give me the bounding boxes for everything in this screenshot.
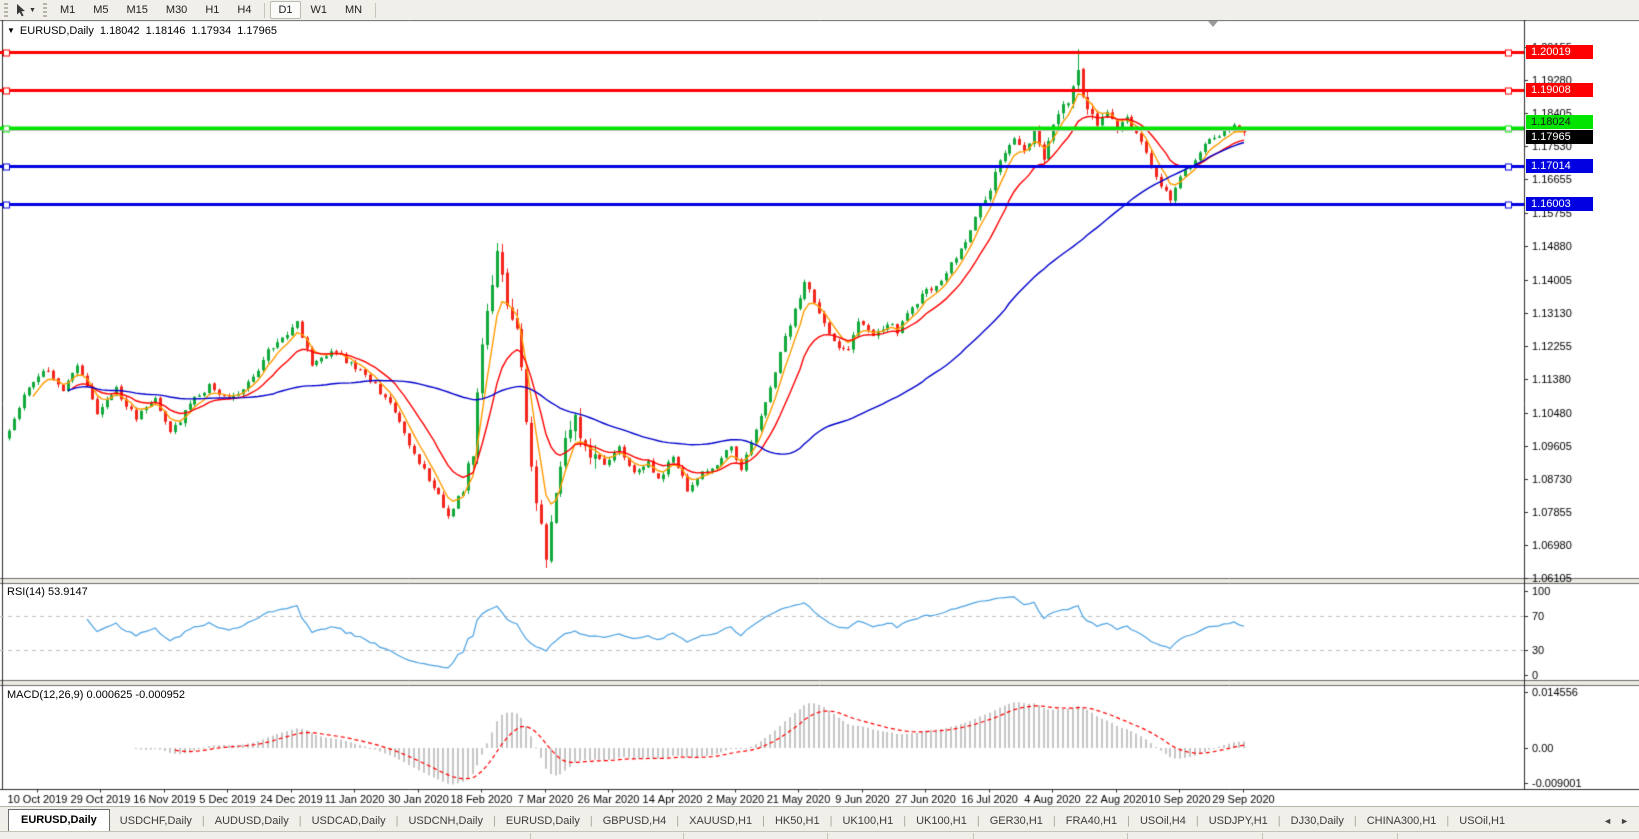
tab-separator: | bbox=[1353, 815, 1357, 827]
status-cell-divider bbox=[1262, 833, 1263, 839]
chart-tab-gbpusd-h4-6[interactable]: GBPUSD,H4 bbox=[602, 815, 667, 827]
tab-separator: | bbox=[676, 815, 680, 827]
status-cell-divider bbox=[683, 833, 684, 839]
toolbar-separator bbox=[375, 2, 377, 18]
tab-separator: | bbox=[976, 815, 980, 827]
tab-separator: | bbox=[1446, 815, 1450, 827]
chart-tab-dj30-daily-15[interactable]: DJ30,Daily bbox=[1290, 815, 1344, 827]
chart-tab-audusd-daily-2[interactable]: AUDUSD,Daily bbox=[214, 815, 289, 827]
status-cell-divider bbox=[1397, 833, 1398, 839]
pointer-cursor-icon bbox=[17, 4, 25, 17]
chart-tab-usoil-h1-17[interactable]: USOil,H1 bbox=[1459, 815, 1506, 827]
tab-separator: | bbox=[589, 815, 593, 827]
chart-tab-xauusd-h1-7[interactable]: XAUUSD,H1 bbox=[689, 815, 753, 827]
top-toolbar: ▼ M1 M5 M15 M30 H1 H4 D1 W1 MN bbox=[0, 0, 1639, 21]
status-cell-divider bbox=[973, 833, 974, 839]
timeframe-group: M1 M5 M15 M30 H1 H4 D1 W1 MN bbox=[51, 1, 371, 19]
chart-tab-eurusd-daily-0[interactable]: EURUSD,Daily bbox=[8, 809, 110, 832]
tab-separator: | bbox=[1052, 815, 1056, 827]
chart-tabs-bar: EURUSD,Daily USDCHF,Daily | AUDUSD,Daily | US… bbox=[0, 806, 1639, 832]
chart-tab-usdchf-daily-1[interactable]: USDCHF,Daily bbox=[119, 815, 192, 827]
tab-separator: | bbox=[201, 815, 205, 827]
tab-separator: | bbox=[1127, 815, 1130, 827]
timeframe-button-mn[interactable]: MN bbox=[345, 4, 363, 16]
price-level-badge-1.19008: 1.19008 bbox=[1526, 83, 1593, 98]
chart-tab-usoil-h4-13[interactable]: USOil,H4 bbox=[1139, 815, 1186, 827]
timeframe-button-h1[interactable]: H1 bbox=[205, 4, 220, 16]
price-level-badge-1.18024: 1.18024 bbox=[1526, 114, 1593, 129]
tab-separator: | bbox=[829, 815, 833, 827]
chart-tab-fra40-h1-12[interactable]: FRA40,H1 bbox=[1065, 815, 1118, 827]
timeframe-button-m30[interactable]: M30 bbox=[165, 4, 188, 16]
timeframe-button-m15[interactable]: M15 bbox=[126, 4, 148, 16]
chart-tab-eurusd-daily-5[interactable]: EURUSD,Daily bbox=[505, 815, 580, 827]
timeframe-button-d1[interactable]: D1 bbox=[270, 1, 301, 19]
chart-shift-marker-icon[interactable] bbox=[1208, 21, 1218, 27]
tab-scroll-right-icon[interactable]: ► bbox=[1620, 816, 1629, 826]
tab-separator: | bbox=[1195, 815, 1199, 827]
chart-tab-usdcad-daily-3[interactable]: USDCAD,Daily bbox=[311, 815, 386, 827]
toolbar-group-grip[interactable] bbox=[42, 3, 47, 17]
tab-separator: | bbox=[903, 815, 907, 827]
toolbar-separator bbox=[264, 2, 266, 18]
chart-tab-hk50-h1-8[interactable]: HK50,H1 bbox=[774, 815, 820, 827]
current-price-badge: 1.17965 bbox=[1526, 129, 1593, 144]
tab-scroll-arrows: ◄ ► bbox=[1593, 816, 1639, 832]
status-cell-divider bbox=[827, 833, 828, 839]
tab-separator: | bbox=[298, 815, 302, 827]
price-level-badge-1.16003: 1.16003 bbox=[1526, 197, 1593, 211]
chart-tab-usdjpy-h1-14[interactable]: USDJPY,H1 bbox=[1208, 815, 1268, 827]
toolbar-drag-grip[interactable] bbox=[4, 3, 8, 17]
chart-tab-uk100-h1-10[interactable]: UK100,H1 bbox=[916, 815, 967, 827]
pointer-tool-button[interactable]: ▼ bbox=[12, 1, 39, 19]
timeframe-button-m1[interactable]: M1 bbox=[59, 4, 76, 16]
timeframe-button-h4[interactable]: H4 bbox=[237, 4, 252, 16]
status-cell-divider bbox=[530, 833, 531, 839]
dropdown-caret-icon[interactable]: ▼ bbox=[29, 6, 36, 14]
price-level-badge-1.20019: 1.20019 bbox=[1526, 45, 1593, 60]
chart-tab-usdcnh-daily-4[interactable]: USDCNH,Daily bbox=[408, 815, 483, 827]
chart-tab-ger30-h1-11[interactable]: GER30,H1 bbox=[989, 815, 1043, 827]
status-cell-divider bbox=[1127, 833, 1128, 839]
tab-separator: | bbox=[493, 815, 496, 827]
chart-tab-uk100-h1-9[interactable]: UK100,H1 bbox=[842, 815, 894, 827]
chart-tab-china300-h1-16[interactable]: CHINA300,H1 bbox=[1366, 815, 1437, 827]
tab-separator: | bbox=[762, 815, 765, 827]
price-chart-canvas[interactable] bbox=[0, 20, 1639, 806]
tab-separator: | bbox=[395, 815, 399, 827]
tab-separator: | bbox=[1277, 815, 1281, 827]
timeframe-button-w1[interactable]: W1 bbox=[310, 4, 328, 16]
price-level-badge-1.17014: 1.17014 bbox=[1526, 158, 1593, 173]
tab-scroll-left-icon[interactable]: ◄ bbox=[1603, 816, 1613, 826]
timeframe-button-m5[interactable]: M5 bbox=[93, 4, 109, 16]
status-strip bbox=[0, 831, 1639, 839]
